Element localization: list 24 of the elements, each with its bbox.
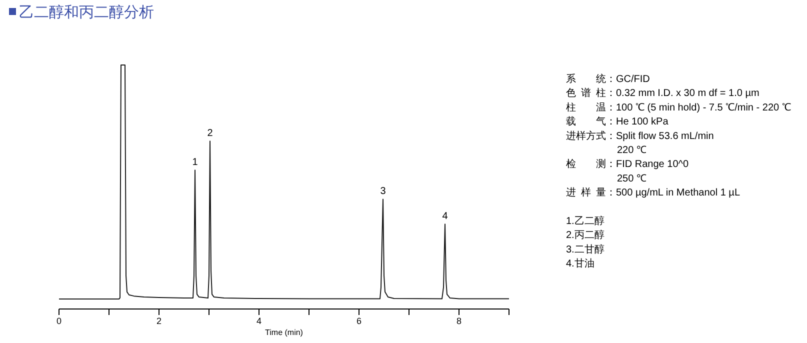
x-tick-label: 2 bbox=[156, 316, 162, 326]
x-tick-label: 0 bbox=[56, 316, 62, 326]
text: 250 ℃ bbox=[617, 173, 646, 184]
text: 进样方式：Split flow 53.6 mL/min bbox=[566, 130, 714, 142]
text: 检测：FID Range 10^0 bbox=[566, 158, 689, 170]
annotation: 4 bbox=[442, 211, 448, 222]
x-tick-label: 8 bbox=[456, 316, 462, 326]
text: 柱温：100 ℃ (5 min hold) - 7.5 ℃/min - 220 ℃ bbox=[566, 101, 791, 114]
chart-title: 乙二醇和丙二醇分析 bbox=[19, 4, 154, 21]
annotation: 1 bbox=[192, 157, 198, 168]
text: 3.二甘醇 bbox=[566, 243, 604, 256]
text: 2.丙二醇 bbox=[566, 229, 604, 242]
text: 色谱柱：0.32 mm I.D. x 30 m df = 1.0 µm bbox=[566, 87, 760, 100]
text: 1.乙二醇 bbox=[566, 215, 604, 227]
annotation: 2 bbox=[207, 128, 214, 140]
text: 4.甘油 bbox=[566, 258, 594, 270]
annotation: 3 bbox=[380, 186, 386, 198]
x-axis-title: Time (min) bbox=[265, 328, 304, 337]
text: 进样量：500 µg/mL in Methanol 1 µL bbox=[566, 186, 740, 199]
text: 系统：GC/FID bbox=[566, 73, 650, 85]
x-tick-label: 6 bbox=[356, 316, 362, 326]
text: 220 ℃ bbox=[617, 145, 646, 156]
text: 载气：He 100 kPa bbox=[566, 116, 669, 128]
x-tick-label: 4 bbox=[256, 316, 262, 326]
